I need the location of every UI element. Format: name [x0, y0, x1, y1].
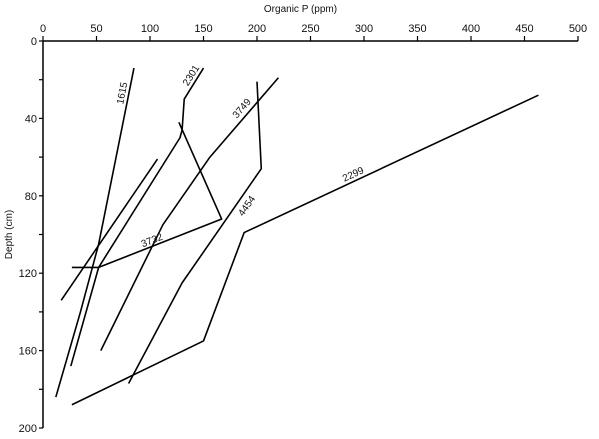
x-tick-label: 450 — [515, 23, 533, 35]
series-line-3732 — [71, 121, 223, 269]
x-tick-label: 400 — [462, 23, 480, 35]
x-tick-label: 200 — [248, 23, 266, 35]
tick-labels: 0 50 100 150 200 250 300 350 400 450 500 0 40 80 120 16… — [19, 23, 588, 435]
x-tick-label: 250 — [301, 23, 319, 35]
x-tick-label: 100 — [141, 23, 159, 35]
x-tick-label: 350 — [408, 23, 426, 35]
x-tick-label: 300 — [355, 23, 373, 35]
x-axis-label: Organic P (ppm) — [264, 4, 337, 15]
series-line-unlabeled-6 — [60, 158, 159, 301]
x-tick-label: 500 — [569, 23, 587, 35]
x-tick-label: 0 — [40, 23, 46, 35]
y-tick-label: 40 — [25, 113, 37, 125]
series-line-2301 — [70, 67, 205, 367]
series-line-2299 — [71, 94, 539, 406]
x-tick-label: 150 — [194, 23, 212, 35]
axes — [39, 36, 579, 429]
x-tick-label: 50 — [90, 23, 102, 35]
y-tick-label: 200 — [19, 423, 37, 435]
series-line-4454 — [127, 81, 263, 384]
y-tick-label: 0 — [31, 36, 37, 48]
y-tick-label: 80 — [25, 191, 37, 203]
y-tick-label: 120 — [19, 268, 37, 280]
series-label-4454: 4454 — [236, 194, 258, 219]
series-line-3749 — [100, 77, 280, 351]
y-tick-label: 160 — [19, 346, 37, 358]
series-label-3749: 3749 — [231, 97, 254, 121]
y-axis-label: Depth (cm) — [4, 210, 15, 259]
series-label-1615: 1615 — [115, 81, 130, 105]
series-line-1615 — [55, 67, 135, 398]
